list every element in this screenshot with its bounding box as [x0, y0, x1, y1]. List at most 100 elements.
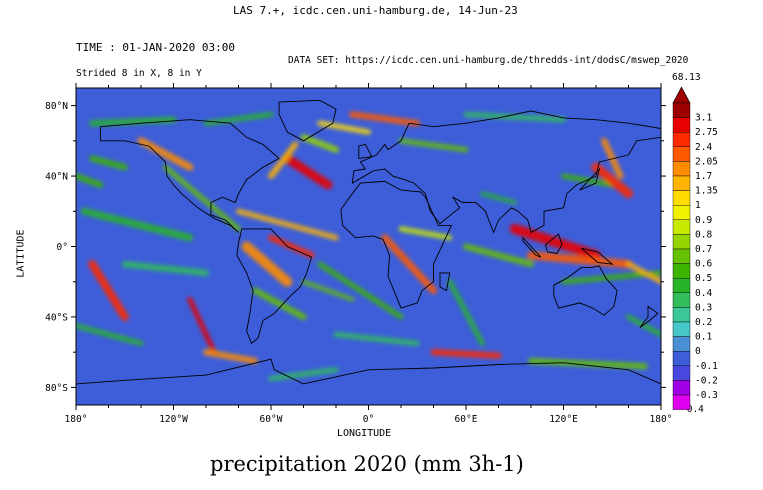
colorbar-level-label: 0.7	[695, 244, 712, 255]
colorbar-swatch	[672, 248, 691, 264]
colorbar-level-label: 3.1	[695, 113, 712, 124]
colorbar-swatch	[672, 321, 691, 337]
colorbar-swatch	[672, 234, 691, 250]
colorbar-level-label: 0.5	[695, 273, 712, 284]
coastline-uk	[358, 143, 373, 159]
plot-area	[76, 88, 661, 405]
precip-feature-33	[268, 367, 339, 382]
colorbar-swatch	[672, 351, 691, 367]
precip-feature-8	[349, 111, 421, 127]
colorbar-level-label: -0.1	[695, 361, 718, 372]
precip-feature-16	[203, 349, 258, 364]
colorbar-swatch	[672, 336, 691, 352]
precip-feature-37	[626, 261, 661, 285]
colorbar-level-label: 0.3	[695, 302, 712, 313]
precip-feature-21	[430, 349, 502, 359]
colorbar-swatch	[672, 146, 691, 162]
precip-feature-1	[121, 261, 209, 276]
coastline-greenland	[278, 99, 337, 142]
precip-feature-6	[282, 153, 333, 190]
precip-features	[76, 111, 661, 382]
colorbar-level-label: -0.3	[695, 390, 718, 401]
precip-feature-7	[268, 141, 299, 180]
x-axis-label: LONGITUDE	[337, 428, 392, 439]
coastline-sumatra	[522, 236, 542, 258]
precip-feature-0	[80, 207, 194, 242]
colorbar-level-label: 0	[695, 346, 701, 357]
coastline-new-zealand	[639, 305, 659, 328]
y-tick-label: 40°S	[45, 312, 68, 323]
precip-feature-18	[381, 234, 437, 295]
precip-feature-20	[447, 279, 485, 346]
colorbar-swatch	[672, 219, 691, 235]
colorbar-swatch	[672, 278, 691, 294]
colorbar-max-label: 68.13	[672, 72, 701, 83]
x-tick-label: 60°E	[455, 414, 478, 425]
colorbar-swatch	[672, 204, 691, 220]
precip-feature-26	[561, 173, 615, 188]
x-tick-label: 180°	[65, 414, 88, 425]
precip-feature-32	[528, 357, 648, 370]
colorbar-swatch	[672, 131, 691, 147]
y-tick-label: 80°N	[45, 101, 68, 112]
time-label: TIME : 01-JAN-2020 03:00	[76, 41, 235, 54]
axes: 180° 120°W 60°W 0° 60°E 120°E 180° 80°N 40°N 0° 40…	[45, 83, 672, 425]
precip-feature-9	[317, 120, 371, 135]
y-tick-label: 80°S	[45, 383, 68, 394]
colorbar-swatch	[672, 394, 691, 410]
colorbar-level-label: 2.05	[695, 156, 718, 167]
x-tick-label: 60°W	[260, 414, 283, 425]
precip-feature-35	[463, 111, 566, 123]
colorbar-swatch	[672, 102, 691, 118]
colorbar-swatch	[672, 263, 691, 279]
colorbar-min-label: -0.4	[681, 404, 704, 415]
colorbar-level-label: 1.35	[695, 186, 718, 197]
coastline-north-america	[99, 119, 280, 233]
precip-feature-11	[236, 208, 339, 241]
colorbar-swatch	[672, 307, 691, 323]
colorbar-swatch	[672, 190, 691, 206]
precip-feature-22	[463, 243, 534, 268]
x-tick-label: 0°	[363, 414, 374, 425]
x-tick-label: 120°E	[549, 414, 578, 425]
colorbar: 3.1 2.75 2.4 2.05 1.7 1.35 1 0.9 0.8 0.7 0.6 0.5 0.4…	[672, 86, 718, 410]
y-tick-label: 0°	[57, 242, 68, 253]
precip-feature-34	[89, 116, 177, 127]
plot-header: LAS 7.+, icdc.cen.uni-hamburg.de, 14-Jun…	[233, 4, 518, 17]
coastline-antarctica	[76, 358, 661, 405]
colorbar-swatch	[672, 175, 691, 191]
colorbar-level-label: 0.6	[695, 259, 712, 270]
precip-feature-2	[88, 260, 129, 321]
precip-feature-3	[137, 137, 194, 171]
precip-feature-23	[509, 223, 601, 261]
coastline-africa	[340, 180, 453, 309]
colorbar-level-label: 0.4	[695, 288, 712, 299]
precip-feature-36	[398, 138, 469, 153]
colorbar-level-label: -0.2	[695, 375, 718, 386]
precip-feature-24	[527, 251, 633, 269]
colorbar-level-label: 1	[695, 200, 701, 211]
colorbar-level-label: 0.8	[695, 229, 712, 240]
precip-feature-29	[626, 314, 661, 338]
precip-feature-19	[398, 226, 453, 241]
precip-feature-38	[76, 173, 104, 188]
plot-clip-group	[76, 88, 661, 405]
precip-feature-39	[301, 279, 355, 302]
precip-feature-5	[162, 164, 241, 232]
colorbar-swatch	[672, 292, 691, 308]
colorbar-level-label: 0.2	[695, 317, 712, 328]
precip-feature-14	[251, 287, 307, 320]
precip-feature-15	[187, 296, 217, 355]
precip-feature-12	[241, 241, 293, 287]
colorbar-level-label: 0.9	[695, 215, 712, 226]
strided-label: Strided 8 in X, 8 in Y	[76, 68, 202, 79]
precip-feature-4	[89, 155, 128, 171]
precip-feature-31	[333, 332, 420, 346]
coastline-south-america	[236, 228, 313, 345]
precip-feature-13	[268, 234, 315, 259]
dataset-label: DATA SET: https://icdc.cen.uni-hamburg.d…	[288, 55, 689, 66]
colorbar-max-triangle	[672, 86, 691, 104]
coastline-new-guinea	[581, 247, 614, 265]
coastline-australia	[553, 265, 618, 316]
